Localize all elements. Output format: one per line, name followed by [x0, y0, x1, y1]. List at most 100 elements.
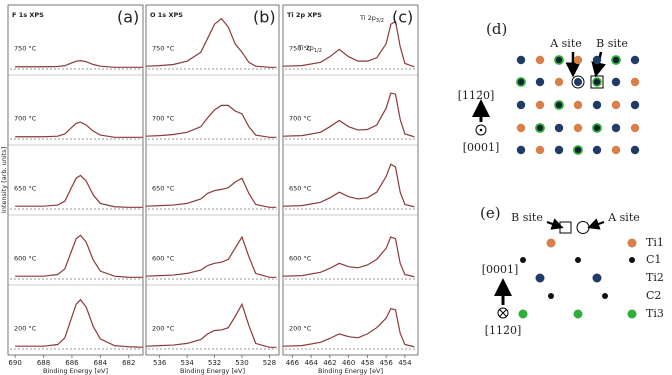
x-tick-label: 454 — [398, 359, 412, 367]
series-label: 650 °C — [289, 184, 312, 192]
series-label: 200 °C — [289, 324, 312, 332]
atom — [592, 55, 602, 65]
atom — [629, 257, 635, 263]
spectrum — [282, 20, 415, 68]
atom — [592, 77, 602, 87]
annotation: Ti 2p3/2 — [359, 14, 384, 24]
x-tick-label: 688 — [37, 359, 50, 367]
out-symbol — [475, 124, 487, 136]
x-tick-label: 684 — [94, 359, 108, 367]
atom — [611, 145, 621, 155]
out-symbol — [479, 128, 483, 132]
spectrum — [282, 307, 415, 348]
x-axis-label: Binding Energy [eV] — [318, 367, 383, 375]
b-site-symbol — [559, 221, 572, 234]
atom — [516, 55, 526, 65]
panel-label: (d) — [486, 20, 507, 38]
atom — [535, 100, 545, 110]
in-symbol — [499, 309, 507, 317]
a-site-symbol — [576, 221, 590, 234]
atom — [574, 78, 582, 86]
atom — [575, 257, 581, 263]
series-label: 600 °C — [152, 254, 175, 262]
y-axis-label: Intensity [arb. units] — [0, 147, 8, 213]
atom — [592, 273, 602, 283]
series-label: 750 °C — [152, 44, 175, 52]
spectrum — [15, 59, 143, 68]
layer-label: Ti1 — [646, 236, 664, 249]
series-label: 650 °C — [152, 184, 175, 192]
atom — [630, 100, 640, 110]
atom — [592, 145, 602, 155]
x-tick-label: 458 — [361, 359, 374, 367]
series-label: 750 °C — [289, 44, 312, 52]
x-tick-label: 528 — [263, 359, 276, 367]
atom — [546, 238, 556, 248]
arrow — [587, 218, 605, 230]
x-tick-label: 456 — [379, 359, 393, 367]
atom — [554, 145, 564, 155]
series-label: 750 °C — [14, 44, 37, 52]
panel-label: (c) — [392, 8, 413, 27]
site-label: B site — [596, 37, 628, 50]
annotation-text: Ti 2p — [297, 44, 314, 52]
series-label: 200 °C — [14, 324, 37, 332]
spectrum — [145, 17, 277, 68]
site-label: B site — [511, 211, 543, 224]
atom — [554, 77, 564, 87]
spectrum — [145, 177, 277, 208]
atom — [627, 309, 637, 319]
spectrum — [145, 104, 277, 138]
x-tick-label: 686 — [65, 359, 79, 367]
site-label: A site — [549, 37, 582, 50]
atom — [516, 123, 526, 133]
panel-frame — [282, 4, 419, 356]
atom — [630, 145, 640, 155]
spectrum — [15, 174, 143, 208]
chart-title: F 1s XPS — [12, 11, 44, 19]
axis-label: [0001] — [482, 263, 519, 276]
annotation-sub: 1/2 — [314, 48, 322, 54]
atom — [627, 238, 637, 248]
series-label: 200 °C — [152, 324, 175, 332]
x-tick-label: 690 — [8, 359, 21, 367]
panel-label: (a) — [117, 8, 139, 27]
atom — [590, 75, 604, 89]
atom — [602, 293, 608, 299]
atom — [611, 123, 621, 133]
atom — [535, 273, 545, 283]
series-label: 700 °C — [152, 114, 175, 122]
panel-frame — [145, 4, 280, 356]
atom — [611, 77, 621, 87]
atom — [611, 100, 621, 110]
spectrum — [282, 236, 415, 278]
arrow — [546, 218, 564, 230]
spectrum — [145, 302, 277, 348]
atom — [548, 293, 554, 299]
spectrum — [282, 92, 415, 138]
chart-title: O 1s XPS — [150, 11, 183, 19]
atom — [573, 309, 583, 319]
atom — [535, 55, 545, 65]
x-tick-label: 536 — [153, 359, 167, 367]
atom — [520, 257, 526, 263]
series-label: 600 °C — [289, 254, 312, 262]
atom — [516, 145, 526, 155]
atom — [516, 77, 526, 87]
x-axis-label: Binding Energy [eV] — [43, 367, 108, 375]
atom — [571, 75, 585, 89]
series-label: 700 °C — [14, 114, 37, 122]
x-tick-label: 464 — [304, 359, 318, 367]
series-label: 600 °C — [14, 254, 37, 262]
annotation-sub: 3/2 — [376, 18, 384, 24]
axis-label: [0001] — [463, 141, 500, 154]
axis-label: [112̄0] — [485, 324, 522, 337]
series-label: 650 °C — [14, 184, 37, 192]
atom — [535, 123, 545, 133]
spectrum — [282, 163, 415, 208]
atom — [592, 100, 602, 110]
layer-label: Ti3 — [646, 307, 664, 320]
atom — [573, 145, 583, 155]
in-symbol — [497, 307, 509, 319]
